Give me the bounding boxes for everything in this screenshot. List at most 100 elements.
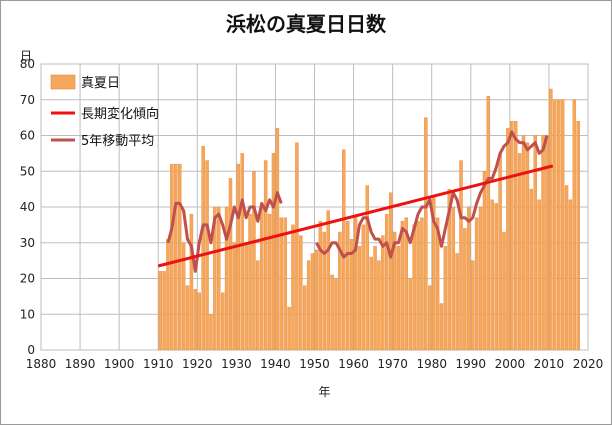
bar [428,285,432,351]
bar [330,274,334,351]
x-axis-label: 年 [318,385,330,399]
bar [353,217,358,351]
x-tick-label: 2000 [495,357,526,371]
bar [213,206,217,351]
y-tick-label: 10 [20,307,35,321]
x-tick-label: 1990 [456,357,487,371]
bar [474,217,479,351]
bar [232,242,237,351]
bar [201,146,205,351]
bar [181,242,186,351]
bar [240,153,244,351]
legend-label-bar: 真夏日 [81,76,120,91]
bar [525,142,530,351]
bar [365,185,369,351]
bar [447,188,452,351]
y-tick-label: 40 [20,200,35,214]
bar [310,253,315,351]
bar [303,285,307,351]
bar [236,163,241,351]
bar [463,228,467,351]
bar [369,256,373,351]
y-tick-label: 0 [27,343,35,357]
bar [513,120,518,351]
bar [482,171,487,351]
bar [377,260,381,351]
bar [338,231,342,351]
y-tick-label: 30 [20,236,35,250]
x-tick-label: 1970 [377,357,408,371]
bar [283,217,287,351]
bar [576,120,580,351]
bar [396,246,401,351]
bar [388,192,393,351]
bar [361,224,366,351]
bar [412,224,416,351]
bar [478,206,483,351]
bar [486,95,491,351]
x-tick-label: 1980 [416,357,447,371]
bar [193,289,198,351]
bar [322,231,326,351]
x-tick-label: 1880 [26,357,57,371]
x-tick-label: 1930 [221,357,252,371]
line-layer [157,130,554,273]
y-tick-label: 60 [20,129,35,143]
y-tick-label: 80 [20,57,35,71]
x-tick-label: 1920 [182,357,213,371]
legend-swatch-bar [50,74,76,90]
y-tick-label: 50 [20,164,35,178]
bar [170,163,174,351]
bar [306,260,311,351]
x-tick-label: 1890 [65,357,96,371]
bar [228,178,233,351]
bar [537,199,541,351]
bar [185,285,190,351]
bar [439,303,444,351]
bar [318,221,323,351]
legend-label-moving-average: 5年移動平均 [81,134,154,149]
bar [197,292,201,351]
bar [263,160,268,351]
bar [279,217,284,351]
bar [490,199,494,351]
bar [189,213,194,351]
bar [256,260,260,351]
bar [345,221,350,351]
x-tick-label: 1960 [338,357,369,371]
legend-label-trend: 長期変化傾向 [81,106,159,122]
bar [533,135,537,351]
x-tick-label: 2020 [573,357,604,371]
bar [267,213,272,351]
moving-average-line [315,130,549,259]
bar [299,235,303,351]
bar [381,235,385,351]
bar [541,135,545,351]
legend: 真夏日 長期変化傾向 5年移動平均 [50,74,159,149]
bar-layer [158,88,580,351]
bar [556,99,561,351]
y-axis-label: 日 [20,49,32,63]
bar [220,292,225,351]
bar [529,188,534,351]
bar [451,206,455,351]
bar [545,135,549,351]
bar [248,213,252,351]
x-tick-label: 1940 [260,357,291,371]
bar [287,306,291,351]
bar [420,217,424,351]
bar [498,153,502,351]
bar [166,238,170,351]
bar [271,153,276,351]
bar [295,142,299,351]
bar [549,88,553,351]
y-tick-label: 20 [20,272,35,286]
x-tick-label: 2010 [534,357,565,371]
bar [291,224,295,351]
trend-line [157,164,554,268]
bar [224,206,229,351]
bar [553,99,557,351]
moving-average-line [166,191,283,273]
bar [521,135,526,351]
